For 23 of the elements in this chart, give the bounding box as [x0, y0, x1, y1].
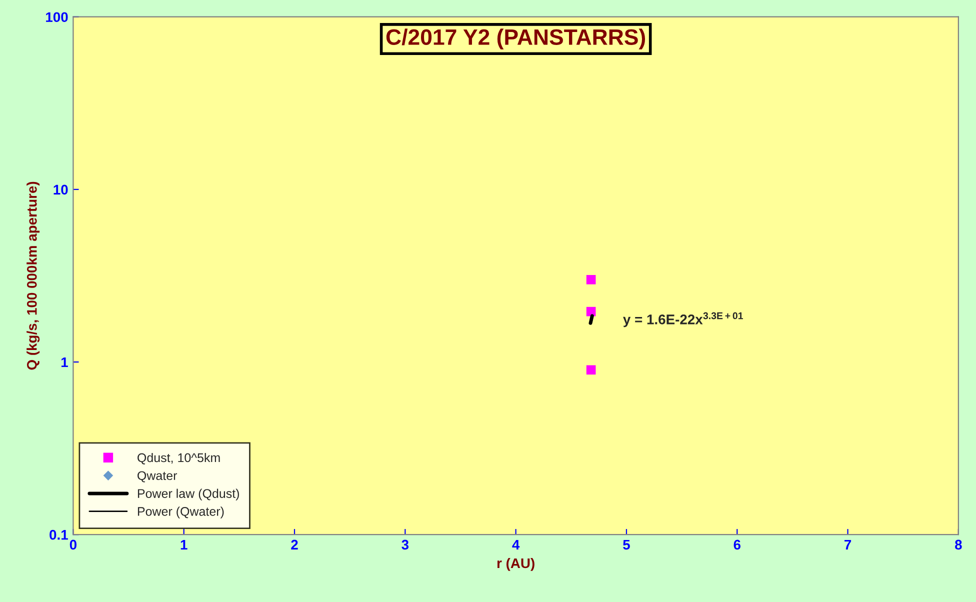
- y-tick-label: 10: [54, 184, 68, 195]
- annotation: y = 1.6E-22x$^{3.3E+01}$: [623, 312, 743, 328]
- x-tick-label: 3: [402, 540, 409, 550]
- x-tick-label: 6: [734, 540, 740, 550]
- point: [586, 275, 596, 284]
- x-tick-label: 1: [180, 540, 188, 550]
- legend-label: Qwater: [138, 471, 178, 482]
- legend-label: Power (Qwater): [138, 506, 224, 518]
- x-tick-label: 0: [70, 540, 76, 550]
- x-tick-label: 2: [291, 540, 298, 550]
- y-tick-label: 0.1: [50, 530, 68, 540]
- x-tick-label: 7: [844, 540, 852, 550]
- legend-label: Qdust, 10^5km: [138, 452, 220, 464]
- x-tick-label: 5: [623, 540, 630, 550]
- point: [586, 365, 596, 375]
- y-axis-title: Q (kg/s, 100 000km aperture): [26, 182, 40, 370]
- y-tick-label: 1: [61, 357, 68, 368]
- y-tick-label: 100: [46, 12, 68, 22]
- legend-label: Power law (Qdust): [138, 488, 239, 500]
- x-tick-label: 8: [955, 540, 962, 550]
- chart-title: C/2017 Y2 (PANSTARRS): [386, 28, 646, 50]
- x-tick-label: 4: [512, 540, 520, 550]
- x-axis-title: r (AU): [497, 558, 534, 571]
